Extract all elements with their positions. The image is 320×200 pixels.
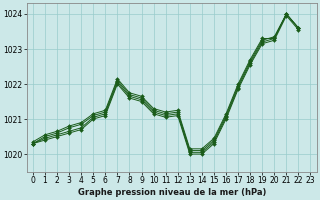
X-axis label: Graphe pression niveau de la mer (hPa): Graphe pression niveau de la mer (hPa)	[77, 188, 266, 197]
